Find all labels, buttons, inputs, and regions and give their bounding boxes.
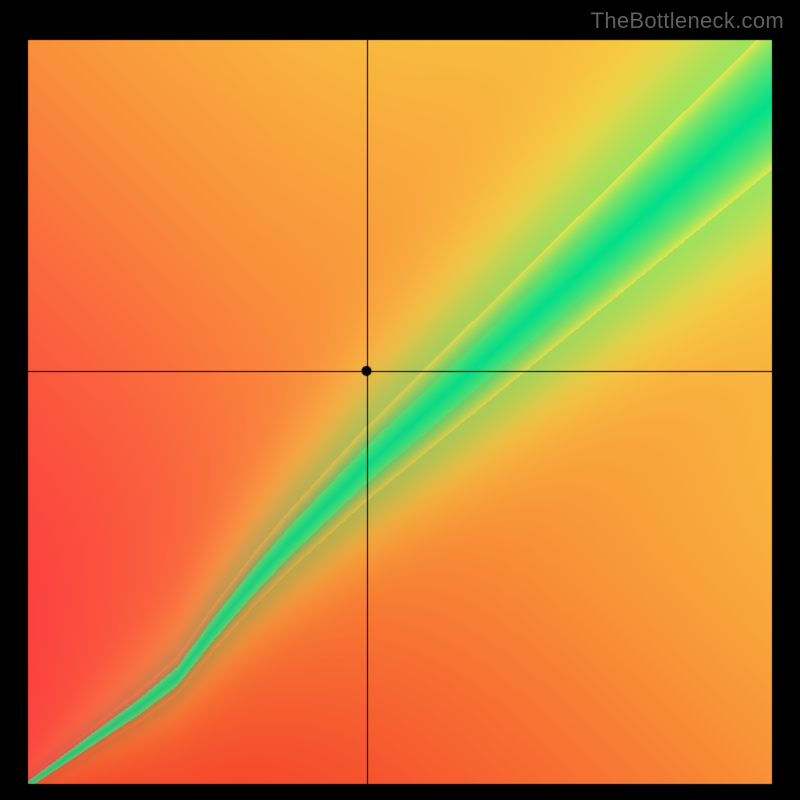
chart-container: TheBottleneck.com xyxy=(0,0,800,800)
heatmap-canvas xyxy=(0,0,800,800)
watermark-text: TheBottleneck.com xyxy=(591,8,784,34)
